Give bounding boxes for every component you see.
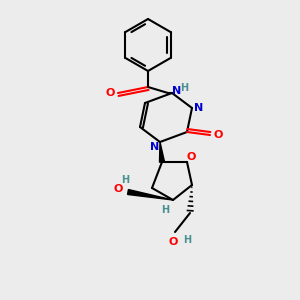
Text: H: H bbox=[180, 83, 188, 93]
Text: H: H bbox=[161, 205, 169, 215]
Polygon shape bbox=[160, 142, 164, 162]
Text: N: N bbox=[150, 142, 160, 152]
Text: O: O bbox=[168, 237, 178, 247]
Text: N: N bbox=[172, 86, 181, 96]
Text: H: H bbox=[183, 235, 191, 245]
Text: O: O bbox=[113, 184, 123, 194]
Text: O: O bbox=[186, 152, 196, 162]
Polygon shape bbox=[128, 190, 173, 200]
Text: H: H bbox=[121, 175, 129, 185]
Text: N: N bbox=[194, 103, 204, 113]
Text: O: O bbox=[213, 130, 223, 140]
Text: O: O bbox=[105, 88, 115, 98]
